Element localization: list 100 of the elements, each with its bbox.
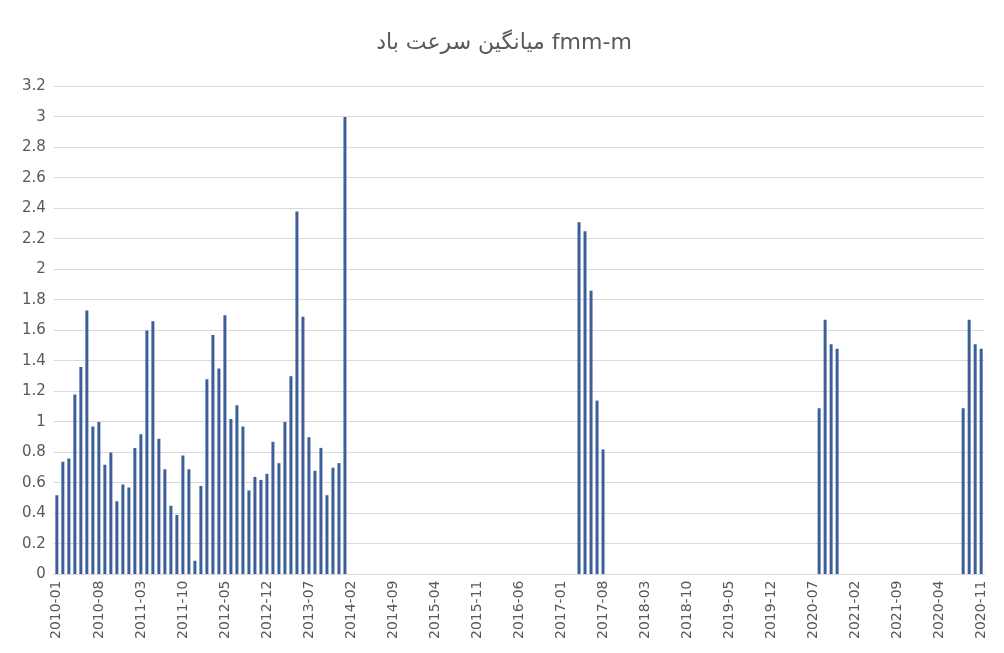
bar: [157, 438, 161, 575]
bar: [67, 458, 71, 575]
y-tick-label: 2.8: [22, 137, 46, 156]
bar: [193, 560, 197, 575]
bar: [289, 376, 293, 575]
bar: [283, 421, 287, 575]
x-tick-label: 2014-02: [341, 580, 358, 639]
y-tick-label: 1.2: [22, 381, 46, 400]
chart-title: میانگین سرعت باد fmm-m: [376, 28, 632, 54]
bar: [325, 495, 329, 575]
bar: [247, 490, 251, 575]
bar: [211, 335, 215, 575]
bar: [589, 290, 593, 575]
bar: [139, 434, 143, 575]
bar: [595, 400, 599, 575]
y-tick-label: 0.8: [22, 442, 46, 461]
x-tick-label: 2010-08: [89, 580, 106, 639]
bar: [265, 473, 269, 575]
x-tick-label: 2020-04: [929, 580, 946, 639]
y-tick-label: 1.8: [22, 289, 46, 308]
y-tick-label: 3: [36, 106, 46, 125]
bar: [217, 368, 221, 575]
x-tick-label: 2019-12: [761, 580, 778, 639]
x-tick-label: 2020-07: [803, 580, 820, 639]
bar: [55, 495, 59, 575]
x-tick-label: 2020-11: [971, 580, 988, 639]
bar: [583, 231, 587, 575]
y-tick-label: 0.2: [22, 533, 46, 552]
bar: [337, 463, 341, 575]
x-tick-label: 2017-01: [551, 580, 568, 639]
bar: [817, 408, 821, 575]
bar: [199, 486, 203, 575]
bar: [241, 426, 245, 575]
bar: [277, 463, 281, 575]
bar: [961, 408, 965, 575]
x-tick-label: 2014-09: [383, 580, 400, 639]
y-tick-label: 0: [36, 564, 46, 583]
bar: [295, 211, 299, 575]
bar: [205, 379, 209, 575]
bar: [577, 222, 581, 575]
bar: [151, 321, 155, 575]
bar: [223, 315, 227, 575]
bar: [343, 116, 347, 575]
bar: [121, 484, 125, 575]
bar: [187, 469, 191, 575]
y-tick-label: 2: [36, 259, 46, 278]
bar: [259, 479, 263, 575]
x-tick-label: 2011-03: [131, 580, 148, 639]
x-tick-label: 2012-05: [215, 580, 232, 639]
y-tick-label: 2.6: [22, 167, 46, 186]
bar: [79, 367, 83, 575]
bar: [331, 467, 335, 575]
x-tick-label: 2018-10: [677, 580, 694, 639]
bar: [253, 476, 257, 575]
bar: [85, 310, 89, 575]
bar: [175, 515, 179, 575]
x-tick-label: 2011-10: [173, 580, 190, 639]
y-tick-label: 1.6: [22, 320, 46, 339]
bar: [97, 421, 101, 575]
y-tick-label: 2.2: [22, 228, 46, 247]
bar: [145, 330, 149, 575]
bar: [823, 319, 827, 575]
y-tick-label: 1: [36, 411, 46, 430]
bar: [61, 461, 65, 575]
bar: [967, 319, 971, 575]
bar: [181, 455, 185, 575]
x-tick-label: 2013-07: [299, 580, 316, 639]
bar: [829, 344, 833, 575]
bar: [307, 437, 311, 575]
x-tick-label: 2010-01: [47, 580, 64, 639]
bar: [973, 344, 977, 575]
bar: [127, 487, 131, 575]
bar: [313, 470, 317, 575]
bar: [301, 316, 305, 575]
x-tick-label: 2018-03: [635, 580, 652, 639]
bar: [169, 505, 173, 575]
x-tick-label: 2021-02: [845, 580, 862, 639]
bar: [319, 447, 323, 575]
y-tick-label: 1.4: [22, 350, 46, 369]
bar: [601, 449, 605, 575]
bar: [91, 426, 95, 575]
bar: [109, 452, 113, 575]
bar: [163, 469, 167, 575]
y-tick-label: 0.4: [22, 503, 46, 522]
bar: [229, 418, 233, 575]
x-tick-label: 2021-09: [887, 580, 904, 639]
x-tick-label: 2019-05: [719, 580, 736, 639]
x-tick-label: 2017-08: [593, 580, 610, 639]
bar: [133, 447, 137, 575]
x-tick-label: 2016-06: [509, 580, 526, 639]
bar: [103, 464, 107, 575]
x-tick-label: 2012-12: [257, 580, 274, 639]
y-tick-label: 0.6: [22, 472, 46, 491]
bar: [979, 348, 983, 575]
x-tick-label: 2015-04: [425, 580, 442, 639]
y-tick-label: 2.4: [22, 198, 46, 217]
bar: [115, 501, 119, 575]
bar: [271, 441, 275, 575]
x-tick-label: 2015-11: [467, 580, 484, 639]
y-tick-label: 3.2: [22, 76, 46, 95]
